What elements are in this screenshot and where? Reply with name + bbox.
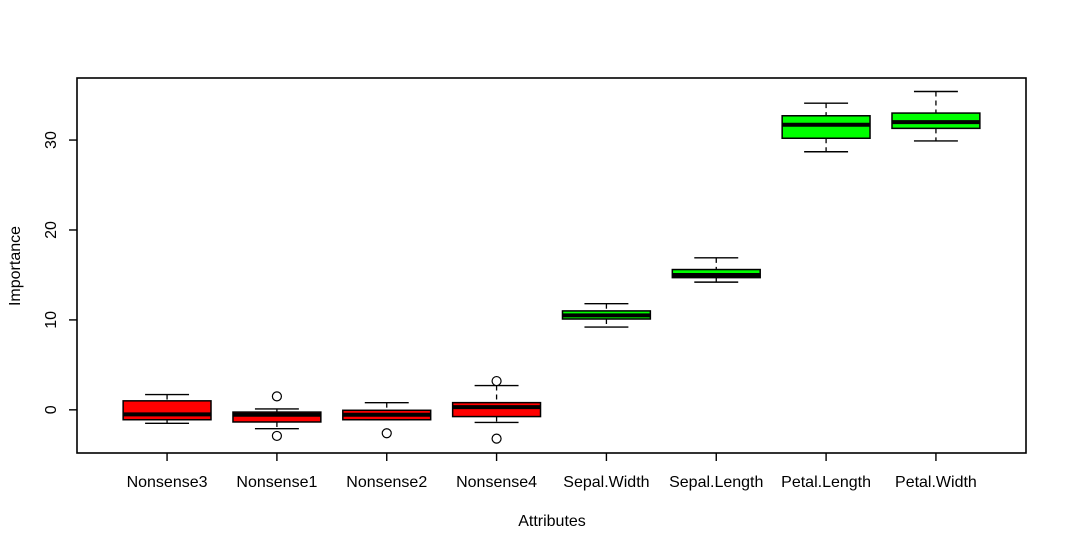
x-axis-tick-label-sepal-length: Sepal.Length [669, 474, 763, 491]
plot-area: 0 10 20 30 Nonsense3 Nonsense1 Nonsense2 Nonsen… [43, 77, 1027, 491]
outlier-nonsense1 [271, 391, 283, 402]
x-axis-tick-label-sepal-width: Sepal.Width [563, 474, 649, 491]
y-axis-tick-label: 0 [43, 405, 60, 414]
x-axis-tick-label-nonsense3: Nonsense3 [127, 474, 208, 491]
y-axis-tick-label: 30 [43, 131, 60, 149]
box-nonsense4 [451, 401, 542, 418]
x-axis-tick-label-petal-width: Petal.Width [895, 474, 977, 491]
outlier-nonsense4 [491, 433, 502, 444]
plot-border [76, 77, 1027, 454]
x-axis-tick-label-nonsense1: Nonsense1 [236, 474, 317, 491]
outlier-nonsense4 [491, 375, 502, 387]
x-axis-tick-label-nonsense2: Nonsense2 [346, 474, 427, 491]
outlier-nonsense1 [271, 430, 283, 442]
y-axis-title: Importance [7, 226, 24, 306]
box-nonsense3 [122, 400, 212, 421]
x-axis-title: Attributes [518, 513, 586, 530]
box-petal-length [781, 115, 871, 140]
y-axis-tick-label: 10 [43, 311, 60, 329]
box-nonsense1 [232, 411, 322, 423]
y-axis-tick-label: 20 [43, 221, 60, 239]
x-axis-tick-label-petal-length: Petal.Length [781, 474, 871, 491]
outlier-nonsense2 [381, 428, 392, 439]
x-axis-tick-label-nonsense4: Nonsense4 [456, 474, 537, 491]
